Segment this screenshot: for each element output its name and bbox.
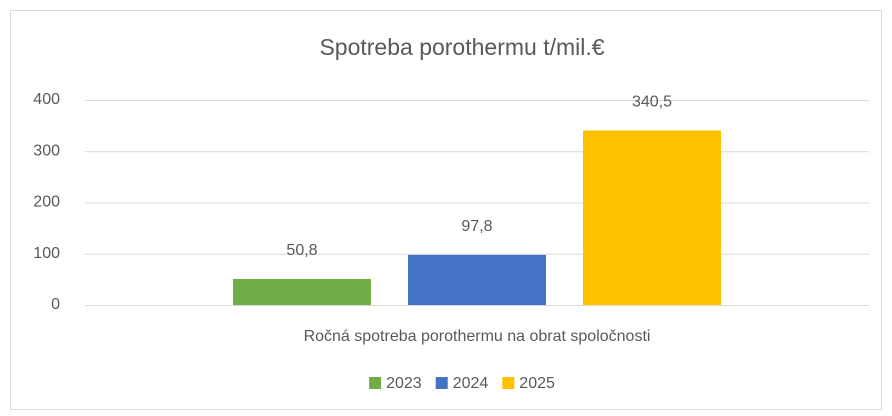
y-tick-label: 0: [51, 296, 60, 313]
chart-title: Spotreba porothermu t/mil.€: [319, 34, 604, 60]
data-label: 50,8: [286, 242, 317, 259]
legend-swatch: [435, 377, 448, 389]
bar: [408, 254, 546, 305]
chart-border: [10, 10, 882, 410]
y-tick-label: 300: [33, 142, 60, 159]
legend-label: 2023: [386, 375, 422, 392]
legend-swatch: [502, 377, 515, 389]
legend-label: 2024: [453, 375, 489, 392]
data-label: 340,5: [632, 94, 672, 111]
data-label: 97,8: [461, 218, 492, 235]
y-tick-label: 200: [33, 194, 60, 211]
bar: [233, 278, 371, 305]
legend-label: 2025: [519, 375, 555, 392]
y-tick-label: 400: [33, 91, 60, 108]
y-tick-label: 100: [33, 245, 60, 262]
x-tick-label: Ročná spotreba porothermu na obrat spolo…: [304, 328, 651, 345]
legend-swatch: [369, 377, 382, 389]
bar: [583, 130, 721, 305]
